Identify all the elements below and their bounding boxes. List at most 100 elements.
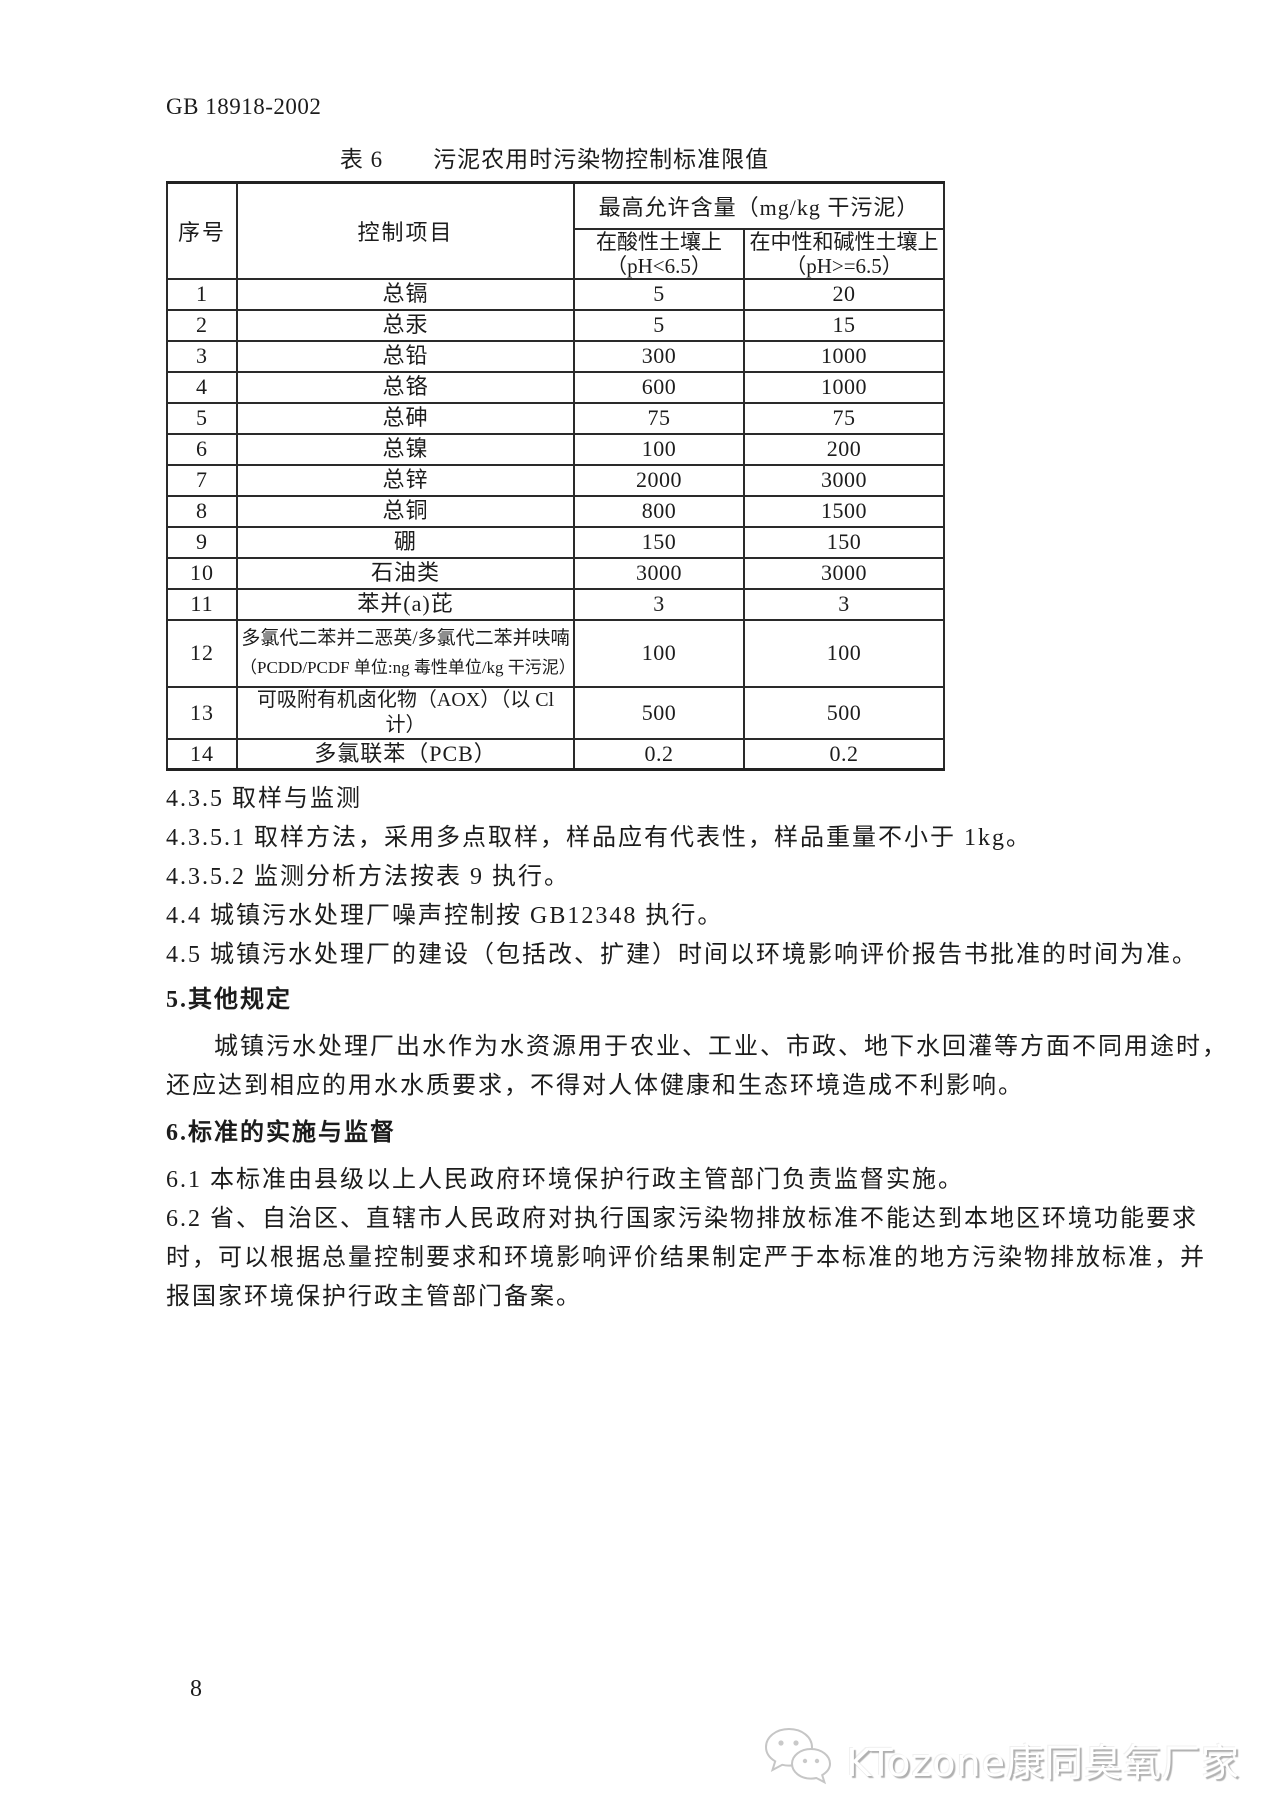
col-header-neutral-line2: （pH>=6.5） [785, 253, 903, 278]
cell-index: 8 [166, 494, 238, 528]
cell-acid-limit: 5 [573, 308, 745, 342]
table-caption-title: 污泥农用时污染物控制标准限值 [433, 147, 770, 172]
section-5-para-line1: 城镇污水处理厂出水作为水资源用于农业、工业、市政、地下水回灌等方面不同用途时， [214, 1034, 1228, 1060]
cell-index: 11 [166, 587, 238, 621]
watermark: KTozone康同臭氧厂家 [762, 1726, 1240, 1793]
cell-index: 3 [166, 339, 238, 373]
col-header-item: 控制项目 [236, 181, 575, 280]
cell-acid-limit: 600 [573, 370, 745, 404]
table-row: 2 总汞 5 15 [166, 308, 946, 342]
cell-item: 总汞 [236, 308, 575, 342]
cell-index: 13 [166, 685, 238, 740]
pollutant-table-body: 1 总镉 5 20 2 总汞 5 15 3 总铅 300 1000 4 总铬 600 1000 5 总砷 75 75 6… [166, 277, 946, 771]
cell-item-name: 石油类 [370, 560, 440, 586]
table-row: 6 总镍 100 200 [166, 432, 946, 466]
cell-item: 总铜 [236, 494, 575, 528]
cell-acid-limit: 300 [573, 339, 745, 373]
page-number: 8 [190, 1676, 202, 1702]
cell-item-name: 总镍 [382, 436, 429, 462]
cell-item-name: 总铅 [382, 343, 429, 369]
cell-item-name: 总镉 [382, 281, 429, 307]
cell-neutral-limit: 200 [742, 432, 946, 466]
cell-item: 总砷 [236, 401, 575, 435]
cell-neutral-limit: 1000 [742, 370, 946, 404]
cell-item-name: 多氯联苯（PCB） [314, 741, 497, 766]
cell-acid-limit: 3000 [573, 556, 745, 590]
cell-item-name: 总锌 [382, 467, 429, 493]
table-row: 9 硼 150 150 [166, 525, 946, 559]
cell-item: 硼 [236, 525, 575, 559]
cell-item-name: 硼 [393, 529, 417, 555]
table-row: 11 苯并(a)芘 3 3 [166, 587, 946, 621]
doc-code: GB 18918-2002 [166, 94, 322, 119]
cell-neutral-limit: 15 [742, 308, 946, 342]
section-6-heading: 6.标准的实施与监督 [166, 1120, 396, 1146]
cell-acid-limit: 0.2 [573, 737, 745, 771]
cell-acid-limit: 5 [573, 277, 745, 311]
cell-neutral-limit: 20 [742, 277, 946, 311]
pollutant-limits-table: 序号 控制项目 最高允许含量（mg/kg 干污泥） 在酸性土壤上 （pH<6.5… [166, 181, 946, 771]
cell-item: 可吸附有机卤化物（AOX）（以 Cl 计） [236, 685, 575, 740]
table-row: 4 总铬 600 1000 [166, 370, 946, 404]
cell-neutral-limit: 3000 [742, 463, 946, 497]
cell-neutral-limit: 150 [742, 525, 946, 559]
clause-4-3-5-1: 4.3.5.1 取样方法，采用多点取样，样品应有代表性，样品重量不小于 1kg。 [166, 825, 1032, 851]
table-row: 1 总镉 5 20 [166, 277, 946, 311]
cell-index: 14 [166, 737, 238, 771]
cell-index: 5 [166, 401, 238, 435]
cell-item: 多氯联苯（PCB） [236, 737, 575, 771]
table-row: 3 总铅 300 1000 [166, 339, 946, 373]
col-header-neutral: 在中性和碱性土壤上 （pH>=6.5） [742, 227, 946, 280]
table-row: 10 石油类 3000 3000 [166, 556, 946, 590]
table-row: 8 总铜 800 1500 [166, 494, 946, 528]
cell-acid-limit: 3 [573, 587, 745, 621]
cell-item-name: 苯并(a)芘 [357, 591, 454, 617]
cell-index: 6 [166, 432, 238, 466]
cell-neutral-limit: 1500 [742, 494, 946, 528]
cell-item-name: 可吸附有机卤化物（AOX）（以 Cl 计） [256, 688, 555, 736]
cell-neutral-limit: 100 [742, 618, 946, 688]
cell-item: 总锌 [236, 463, 575, 497]
cell-index: 10 [166, 556, 238, 590]
cell-item: 总铬 [236, 370, 575, 404]
cell-index: 12 [166, 618, 238, 688]
cell-item: 总铅 [236, 339, 575, 373]
clause-6-2-line1: 6.2 省、自治区、直辖市人民政府对执行国家污染物排放标准不能达到本地区环境功能… [166, 1206, 1198, 1232]
cell-index: 4 [166, 370, 238, 404]
col-header-neutral-line1: 在中性和碱性土壤上 [749, 229, 939, 254]
table-caption: 表 6 污泥农用时污染物控制标准限值 [166, 140, 943, 174]
cell-item-name: 总铜 [382, 498, 429, 524]
cell-acid-limit: 100 [573, 432, 745, 466]
clause-4-3-5-2: 4.3.5.2 监测分析方法按表 9 执行。 [166, 864, 570, 890]
cell-neutral-limit: 75 [742, 401, 946, 435]
table-header-row-1: 序号 控制项目 最高允许含量（mg/kg 干污泥） [166, 181, 946, 280]
cell-item: 苯并(a)芘 [236, 587, 575, 621]
clause-4-4: 4.4 城镇污水处理厂噪声控制按 GB12348 执行。 [166, 903, 724, 929]
col-header-acid-line2: （pH<6.5） [606, 253, 712, 278]
cell-acid-limit: 150 [573, 525, 745, 559]
cell-index: 9 [166, 525, 238, 559]
clause-4-3-5: 4.3.5 取样与监测 [166, 786, 362, 812]
cell-acid-limit: 75 [573, 401, 745, 435]
table-row: 5 总砷 75 75 [166, 401, 946, 435]
wechat-icon [762, 1726, 834, 1793]
cell-item: 总镉 [236, 277, 575, 311]
cell-acid-limit: 800 [573, 494, 745, 528]
cell-neutral-limit: 0.2 [742, 737, 946, 771]
clause-6-2-line2: 时，可以根据总量控制要求和环境影响评价结果制定严于本标准的地方污染物排放标准，并 [166, 1245, 1206, 1271]
col-header-acid-line1: 在酸性土壤上 [596, 229, 722, 254]
table-header-row-2: 在酸性土壤上 （pH<6.5） 在中性和碱性土壤上 （pH>=6.5） [167, 227, 946, 280]
col-header-acid: 在酸性土壤上 （pH<6.5） [573, 227, 745, 280]
section-5-para-line2: 还应达到相应的用水水质要求，不得对人体健康和生态环境造成不利影响。 [166, 1073, 1024, 1099]
cell-index: 1 [166, 277, 238, 311]
cell-item-note: （PCDD/PCDF 单位:ng 毒性单位/kg 干污泥） [240, 658, 576, 677]
cell-neutral-limit: 500 [742, 685, 946, 740]
clause-6-1: 6.1 本标准由县级以上人民政府环境保护行政主管部门负责监督实施。 [166, 1167, 964, 1193]
cell-index: 7 [166, 463, 238, 497]
cell-item-name: 总汞 [382, 312, 429, 338]
clause-6-2-line3: 报国家环境保护行政主管部门备案。 [166, 1284, 582, 1310]
cell-neutral-limit: 3 [742, 587, 946, 621]
cell-index: 2 [166, 308, 238, 342]
section-5-heading: 5.其他规定 [166, 987, 292, 1013]
